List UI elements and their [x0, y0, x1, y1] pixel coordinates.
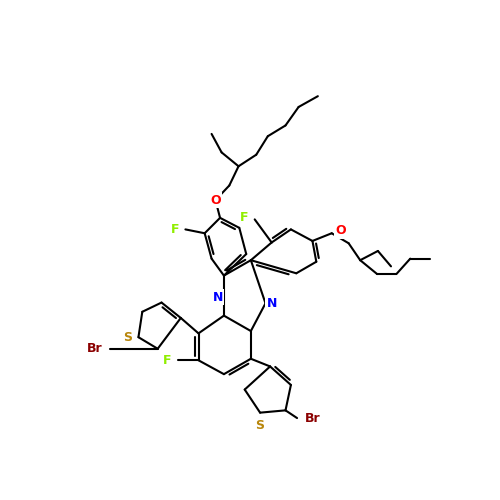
Text: F: F [171, 223, 179, 236]
Text: N: N [212, 290, 223, 304]
Text: Br: Br [86, 342, 102, 355]
Text: Br: Br [305, 412, 320, 424]
Text: F: F [163, 354, 172, 367]
Text: O: O [336, 224, 346, 237]
Text: N: N [266, 297, 277, 310]
Text: S: S [256, 419, 264, 432]
Text: F: F [240, 210, 248, 224]
Text: O: O [210, 194, 221, 206]
Text: S: S [124, 330, 132, 344]
